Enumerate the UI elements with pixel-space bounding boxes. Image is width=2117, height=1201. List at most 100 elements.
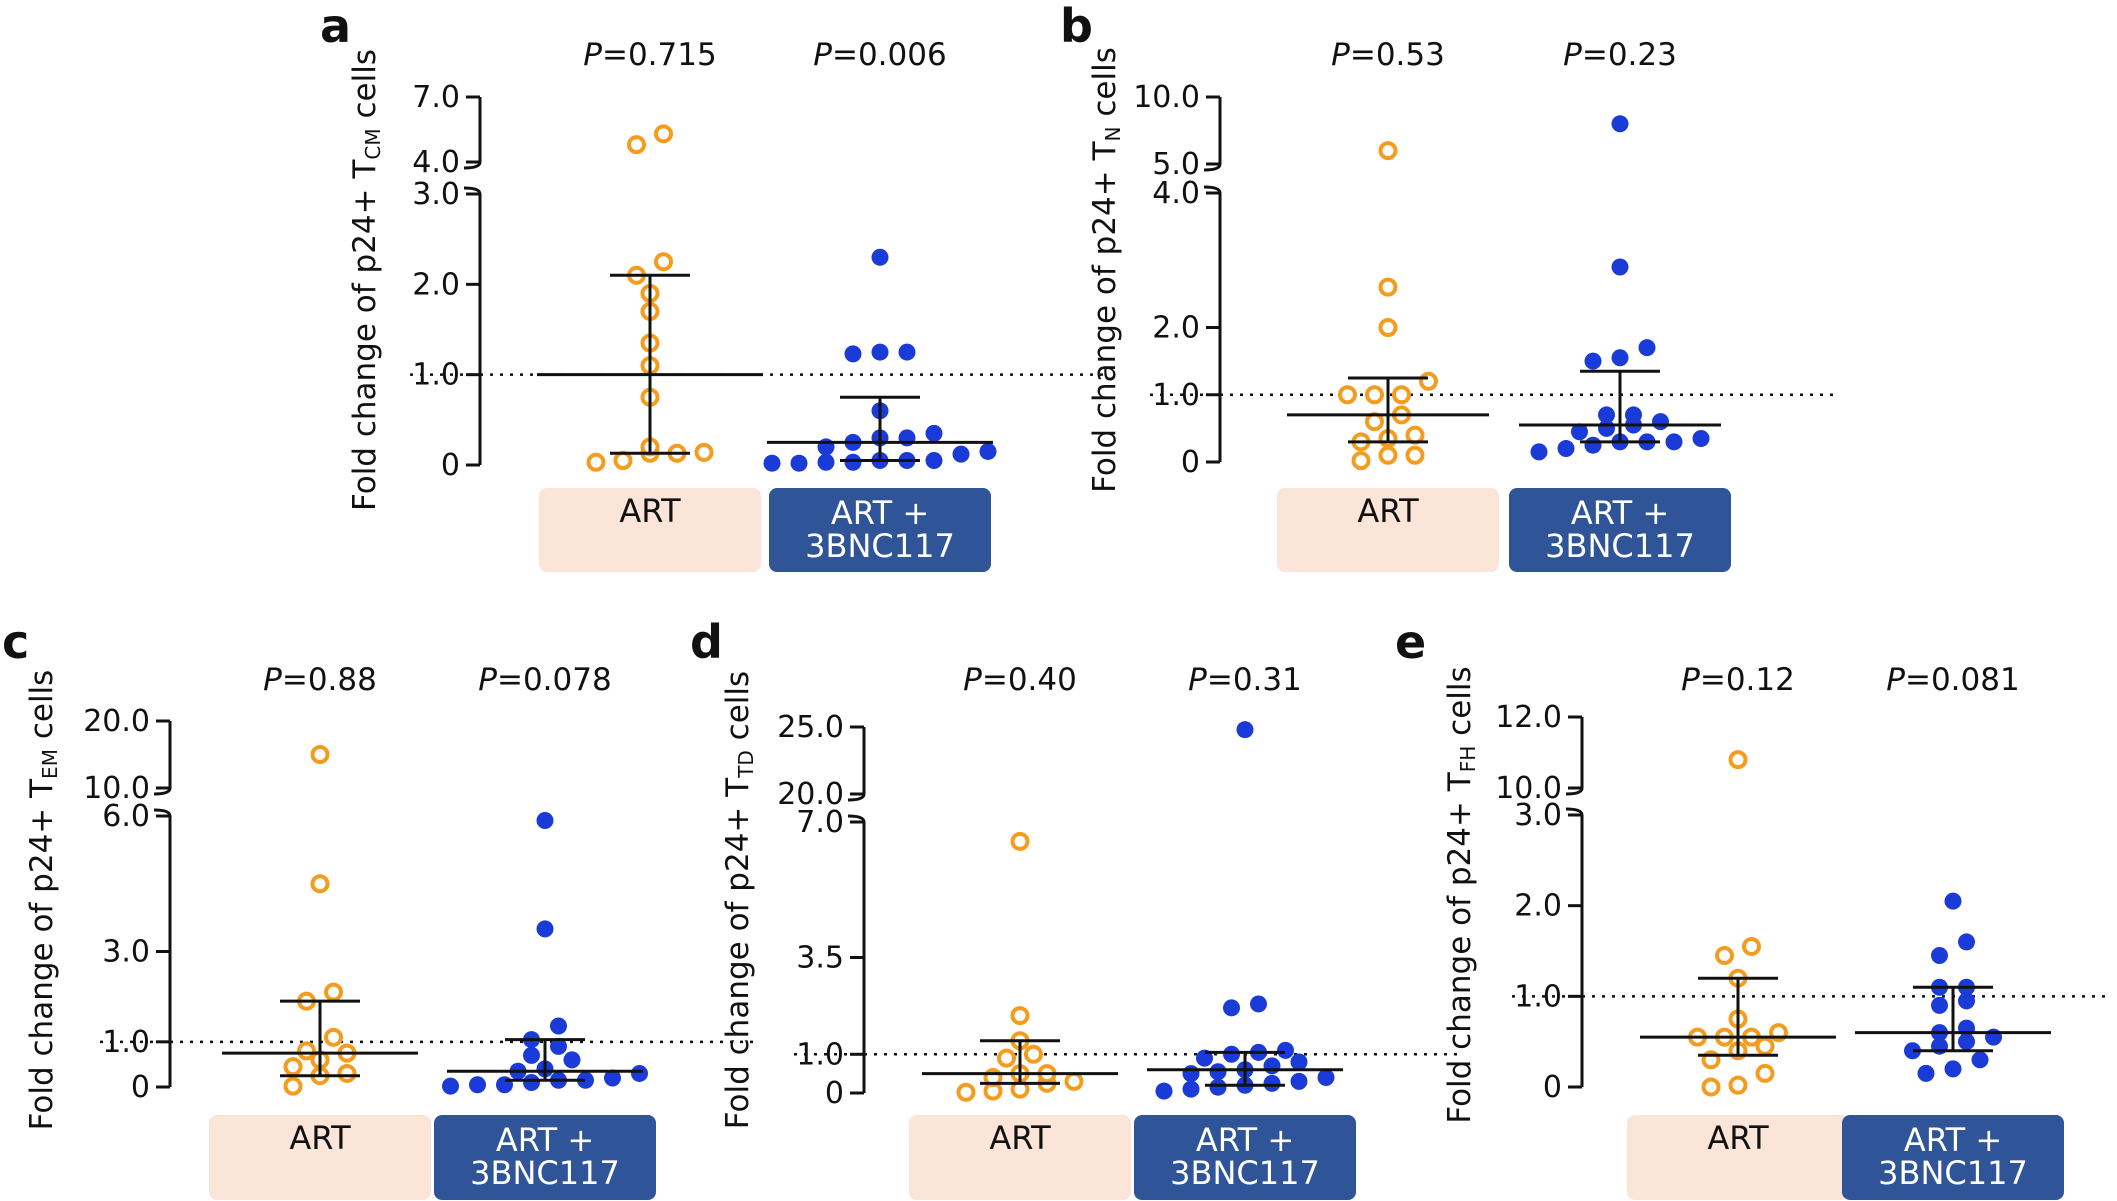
data-point [1338,385,1357,405]
data-point [1378,277,1398,297]
data-point [1598,406,1615,424]
data-point [1419,371,1438,391]
data-point [844,345,862,363]
data-point [1904,1042,1921,1060]
data-point [1742,936,1761,956]
data-point [310,745,330,764]
p-value-label: P=0.078 [478,662,611,698]
y-tick-label: 20.0 [777,777,844,812]
group-label: ART [619,492,681,530]
data-point [1223,1045,1240,1063]
y-tick-label: 25.0 [777,710,844,745]
y-tick-label: 7.0 [412,80,460,115]
data-point [1652,413,1669,431]
data-point [1290,1072,1308,1090]
data-point [1378,318,1398,337]
data-point [1701,1077,1721,1097]
data-point [1571,423,1588,441]
data-point [1638,339,1656,357]
data-point [871,343,889,361]
data-point [1931,947,1948,965]
data-point [1611,349,1629,367]
group-label-box [769,488,991,572]
data-point [1944,1060,1962,1078]
data-point [1209,1078,1227,1096]
data-point [844,453,862,471]
data-point [1584,352,1602,370]
y-tick-label: 2.0 [1152,311,1200,346]
y-tick-label: 3.5 [796,941,844,976]
data-point [1917,1064,1935,1082]
data-point [763,454,781,472]
y-axis-label: Fold change of p24+ TEM cells [24,670,62,1131]
data-point [297,1041,316,1061]
data-point [1715,946,1734,966]
data-point [1155,1082,1173,1100]
data-point [324,982,343,1002]
data-point [523,1073,540,1091]
panel-letter: a [320,0,351,53]
data-point [654,124,673,144]
data-point [1351,451,1371,471]
group-label-box [1134,1115,1356,1200]
group-label-box [1627,1115,1849,1200]
data-point [1530,443,1548,461]
data-point [442,1077,459,1095]
data-point [1290,1053,1308,1071]
data-point [1250,995,1267,1013]
data-point [1405,445,1425,465]
data-point [1625,406,1642,424]
data-point [1958,1033,1975,1051]
group-label-box [1842,1115,2064,1200]
y-tick-label: 3.0 [102,935,150,970]
data-point [523,1046,540,1064]
data-point [898,343,916,361]
data-point [1944,892,1962,910]
data-point [536,812,554,830]
group-label-box [434,1115,656,1200]
group-label: ART + [1571,494,1669,532]
panel-letter: c [2,615,29,669]
data-point [790,454,808,472]
data-point [613,450,633,470]
y-tick-label: 12.0 [1495,700,1562,735]
data-point [1277,1041,1294,1059]
y-tick-label: 5.0 [1152,147,1200,182]
data-point [1010,831,1030,851]
y-tick-label: 0 [1181,445,1200,480]
data-point [1182,1080,1200,1098]
data-point [1665,433,1683,451]
data-point [1557,440,1575,458]
panel-letter: d [690,615,723,669]
y-tick-label: 6.0 [102,799,150,834]
data-point [324,1027,343,1047]
group-label-box [909,1115,1131,1200]
group-label: ART + [831,494,929,532]
group-label-box [1277,488,1499,572]
data-point [1728,750,1748,770]
data-point [1236,721,1254,739]
data-point [1755,1036,1775,1056]
group-label: ART + [1196,1121,1294,1159]
data-point [1971,1051,1989,1069]
data-point [1755,1063,1775,1083]
data-point [1010,1006,1030,1026]
panel-letter: e [1395,615,1426,669]
group-label: 3BNC117 [1545,527,1695,565]
data-point [1263,1074,1281,1092]
data-point [550,1017,567,1035]
data-point [1196,1049,1213,1067]
y-tick-label: 4.0 [412,145,460,180]
data-point [1365,385,1384,405]
data-point [1378,445,1398,465]
group-label: 3BNC117 [1878,1154,2028,1192]
data-point [1931,996,1948,1014]
data-point [694,442,714,462]
y-tick-label: 2.0 [1514,889,1562,924]
data-point [283,1076,303,1096]
